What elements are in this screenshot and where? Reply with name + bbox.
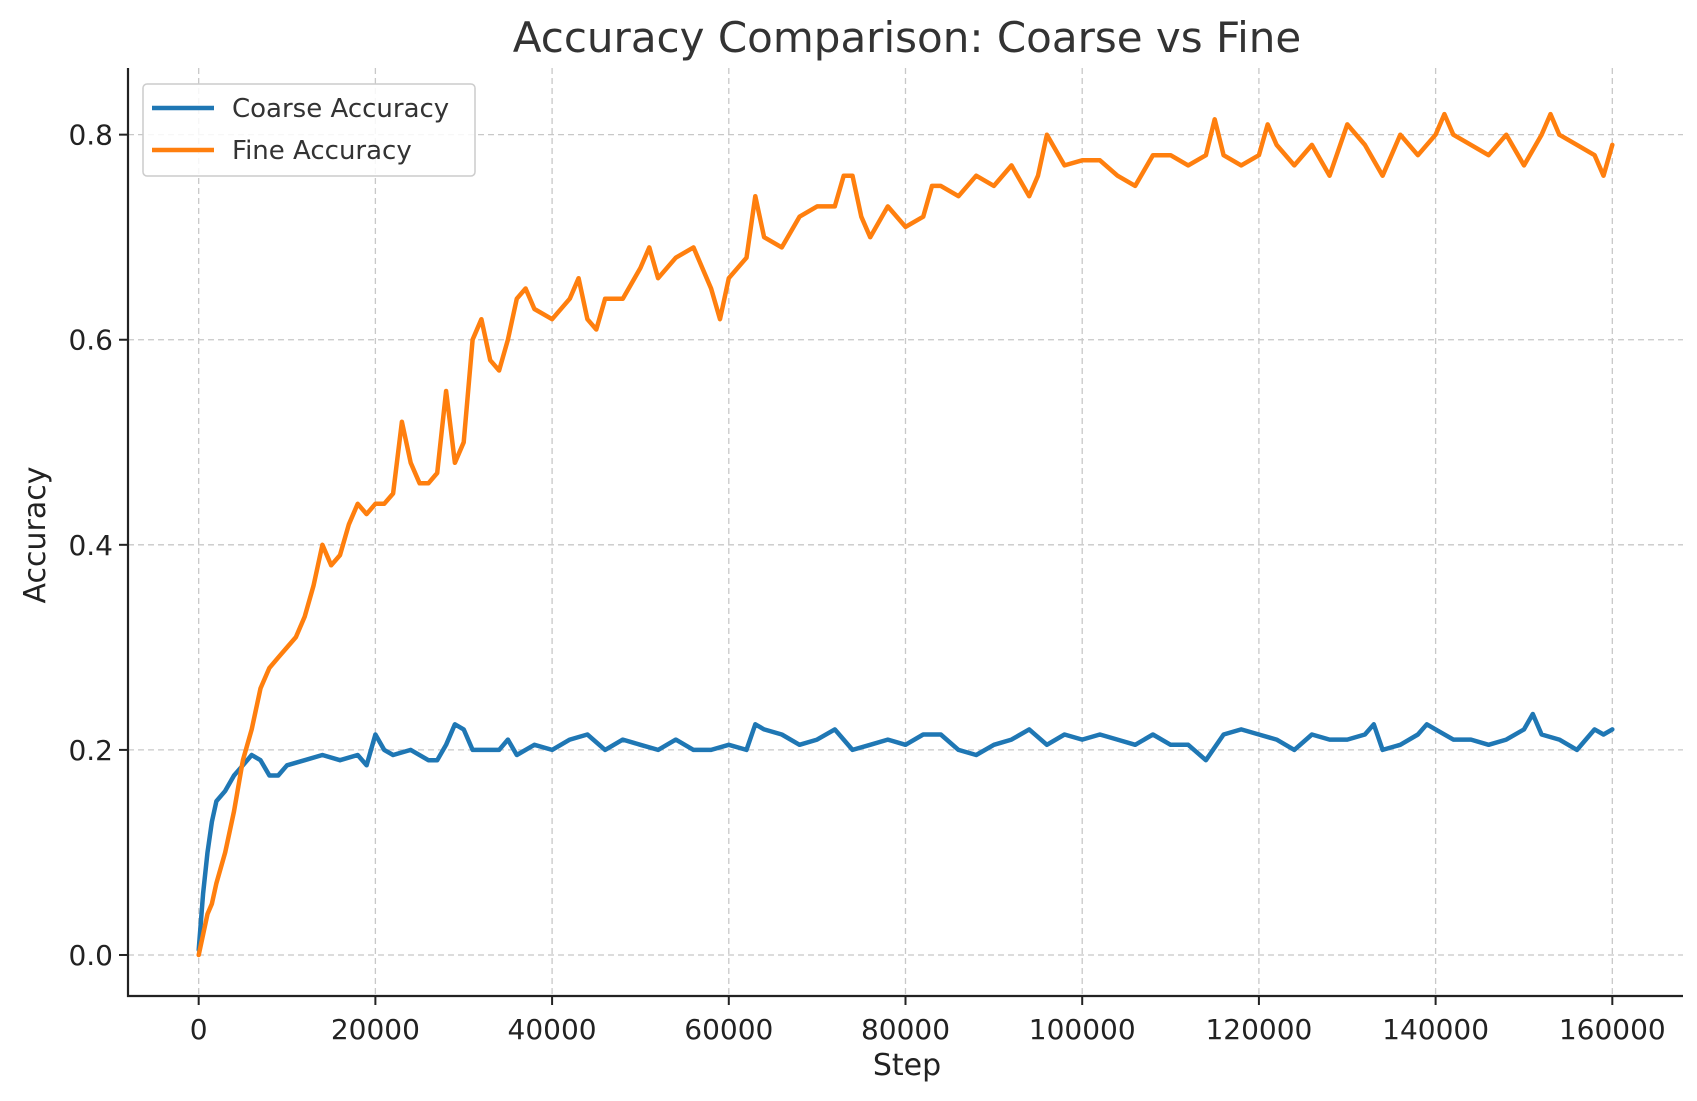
y-tick-label: 0.8 <box>68 119 113 152</box>
x-tick-label: 60000 <box>684 1013 773 1046</box>
x-tick-label: 140000 <box>1382 1013 1489 1046</box>
legend: Coarse Accuracy Fine Accuracy <box>142 83 476 177</box>
y-axis-ticks: 0.0 0.2 0.4 0.6 0.8 <box>68 119 128 972</box>
legend-box <box>142 83 476 177</box>
y-axis-title: Accuracy <box>18 467 53 604</box>
series-lines <box>196 111 1615 958</box>
x-axis-ticks: 0 20000 40000 60000 80000 100000 120000 140000 1… <box>190 996 1666 1046</box>
x-tick-label: 80000 <box>861 1013 950 1046</box>
y-tick-label: 0.2 <box>68 734 113 767</box>
x-tick-label: 20000 <box>331 1013 420 1046</box>
axes <box>126 68 1683 998</box>
axis-spines <box>126 68 1683 998</box>
x-tick-label: 40000 <box>508 1013 597 1046</box>
series-line-coarse <box>196 711 1615 953</box>
x-tick-label: 160000 <box>1559 1013 1666 1046</box>
grid-lines <box>128 68 1683 996</box>
x-tick-label: 120000 <box>1205 1013 1312 1046</box>
x-axis-title: Step <box>873 1048 941 1083</box>
series-line-fine <box>196 111 1615 958</box>
x-tick-label: 0 <box>190 1013 208 1046</box>
y-tick-label: 0.4 <box>68 529 113 562</box>
chart-title: Accuracy Comparison: Coarse vs Fine <box>513 13 1301 62</box>
y-tick-label: 0.0 <box>68 939 113 972</box>
legend-label-fine: Fine Accuracy <box>232 136 412 166</box>
y-tick-label: 0.6 <box>68 324 113 357</box>
legend-label-coarse: Coarse Accuracy <box>232 94 449 124</box>
x-tick-label: 100000 <box>1029 1013 1136 1046</box>
